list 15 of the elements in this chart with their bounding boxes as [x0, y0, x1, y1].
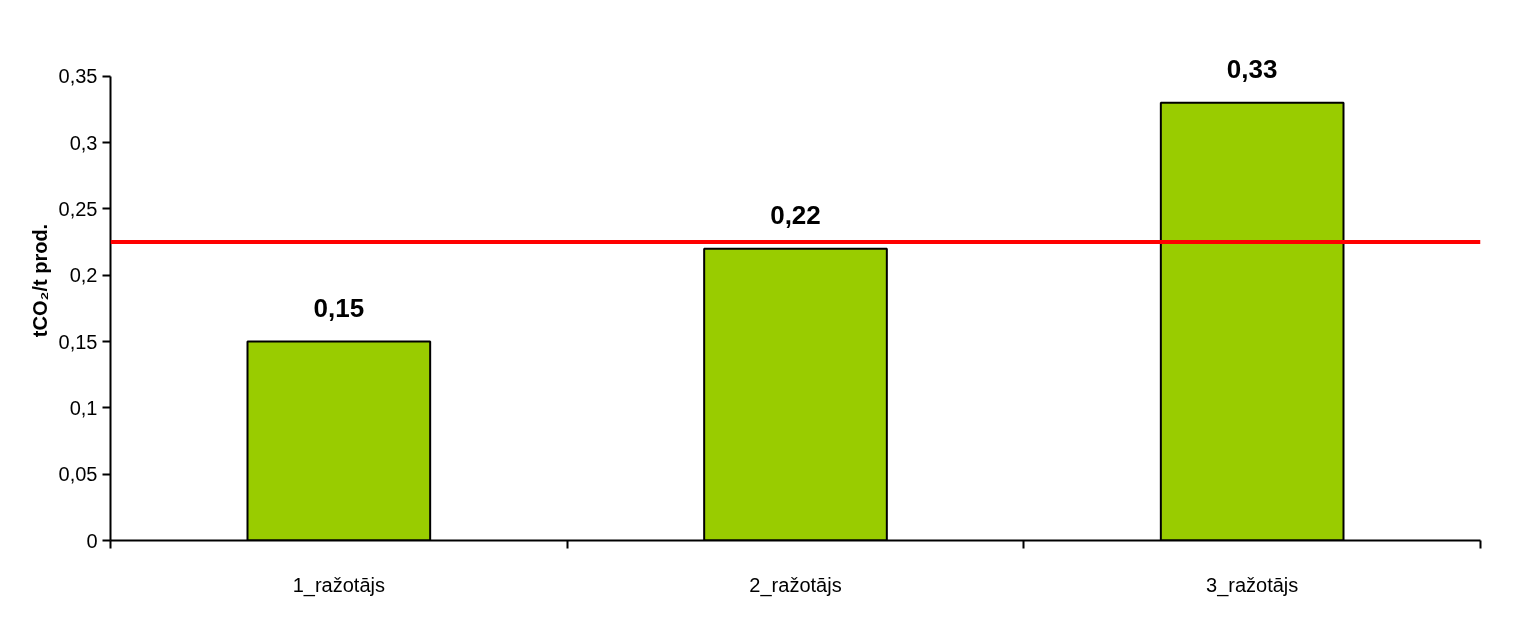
x-tick-label: 1_ražotājs	[292, 573, 385, 597]
y-tick-label: 0,15	[58, 330, 98, 353]
y-tick-label: 0,35	[58, 65, 98, 88]
y-tick-label: 0,05	[58, 463, 98, 486]
y-tick-label: 0,25	[58, 197, 98, 220]
y-tick-label: 0,2	[69, 264, 98, 287]
x-tick-label: 3_ražotājs	[1206, 573, 1299, 597]
y-tick-label: 0	[86, 529, 98, 552]
y-tick-label: 0,1	[69, 396, 98, 419]
data-label: 0,15	[313, 292, 365, 323]
data-label: 0,22	[770, 199, 821, 230]
y-axis-title: tCO₂/t prod.	[28, 223, 51, 338]
x-tick-label: 2_ražotājs	[749, 573, 842, 597]
y-tick-label: 0,3	[69, 131, 98, 154]
data-label: 0,33	[1226, 53, 1278, 84]
